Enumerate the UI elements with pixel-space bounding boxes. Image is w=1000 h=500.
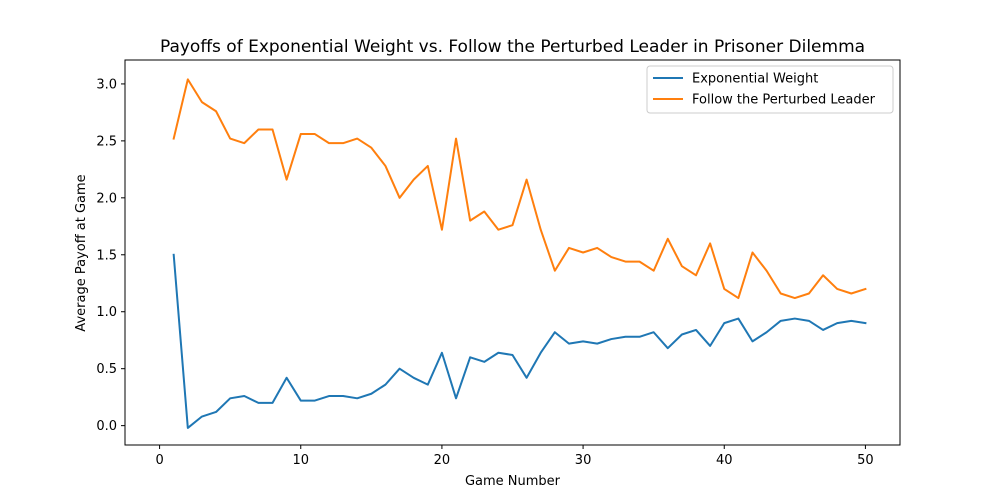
x-tick-label: 40 [716, 453, 733, 468]
x-tick-label: 20 [434, 453, 451, 468]
y-tick-label: 3.0 [96, 77, 117, 92]
y-tick-label: 2.5 [96, 134, 117, 149]
x-tick-label: 0 [155, 453, 163, 468]
y-tick-label: 0.5 [96, 362, 117, 377]
series-line-0 [172, 253, 867, 429]
legend: Exponential Weight Follow the Perturbed L… [646, 65, 894, 114]
x-axis-title: Game Number [465, 474, 561, 489]
plot-area: 0 10 20 30 40 50 0.0 0.5 1.0 1.5 2.0 2.5 3.0 [96, 59, 901, 468]
legend-label-0: Exponential Weight [692, 72, 818, 87]
y-axis-title: Average Payoff at Game [74, 174, 89, 331]
x-tick-label: 30 [575, 453, 592, 468]
y-tick-label: 1.5 [96, 248, 117, 263]
legend-box [646, 65, 894, 114]
y-tick-label: 0.0 [96, 419, 117, 434]
axes-frame [124, 59, 901, 446]
x-tick-label: 50 [857, 453, 874, 468]
x-tick-label: 10 [292, 453, 309, 468]
y-tick-label: 1.0 [96, 305, 117, 320]
y-tick-label: 2.0 [96, 191, 117, 206]
chart-title: Payoffs of Exponential Weight vs. Follow… [160, 37, 865, 57]
legend-label-1: Follow the Perturbed Leader [692, 93, 876, 108]
series-line-1 [172, 78, 867, 300]
